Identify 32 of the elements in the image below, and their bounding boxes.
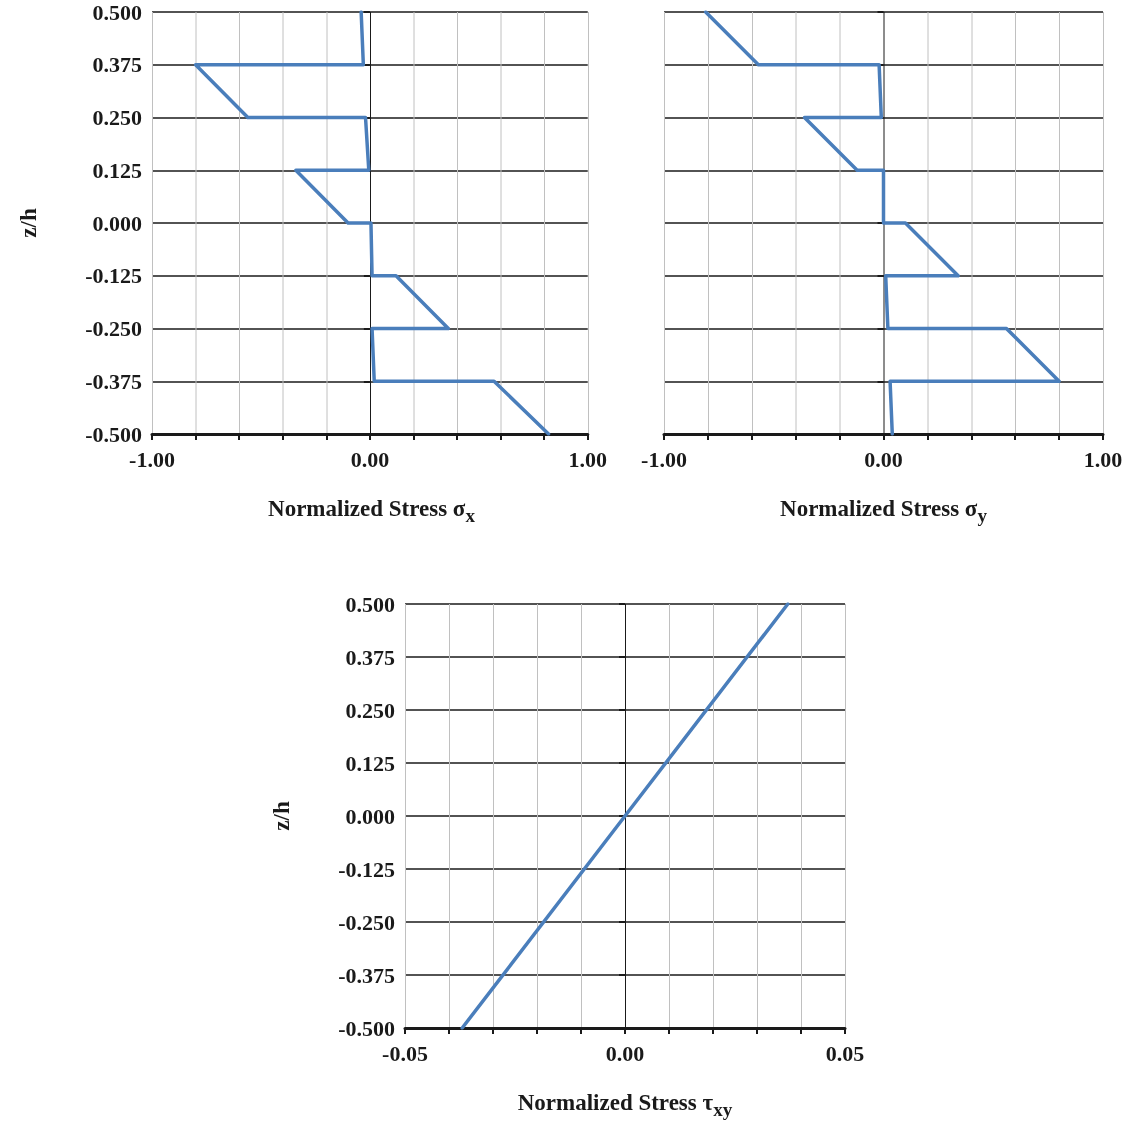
y-tick-label: 0.250 — [345, 697, 395, 723]
x-tick-label: 1.00 — [1083, 446, 1123, 472]
y-tick-label: -0.125 — [85, 263, 142, 289]
x-tick-label: 0.00 — [605, 1040, 645, 1066]
y-tick-label: -0.250 — [338, 909, 395, 935]
x-tick-label: 0.05 — [825, 1040, 865, 1066]
y-tick-label: -0.375 — [338, 962, 395, 988]
y-tick-label: 0.125 — [92, 157, 142, 183]
x-tick-label: -1.00 — [129, 446, 175, 472]
y-tick-label: 0.125 — [345, 750, 395, 776]
y-axis-title: z/h — [269, 801, 294, 831]
y-tick-label: 0.000 — [92, 210, 142, 236]
y-tick-label: -0.250 — [85, 316, 142, 341]
y-tick-label: -0.125 — [338, 856, 395, 882]
y-tick-label: 0.375 — [92, 52, 142, 78]
y-tick-label: -0.375 — [85, 368, 142, 394]
y-tick-label: 0.375 — [345, 644, 395, 670]
x-axis-title: Normalized Stress σ$_{x}$ — [267, 496, 476, 527]
y-tick-label: -0.500 — [338, 1015, 395, 1041]
x-axis-title: Normalized Stress σ$_{y}$ — [779, 496, 988, 527]
y-tick-label: 0.000 — [345, 803, 395, 829]
y-tick-label: 0.500 — [345, 591, 395, 617]
y-tick-label: 0.500 — [92, 0, 142, 25]
x-tick-label: -0.05 — [382, 1040, 428, 1066]
x-tick-label: 0.00 — [350, 446, 390, 472]
x-tick-label: 1.00 — [568, 446, 607, 472]
y-tick-label: -0.500 — [85, 421, 142, 447]
x-tick-label: 0.00 — [864, 446, 903, 472]
x-axis-title: Normalized Stress τ$_{xy}$ — [516, 1090, 734, 1121]
y-axis-title: z/h — [16, 208, 41, 238]
y-tick-label: 0.250 — [92, 105, 142, 130]
x-tick-label: -1.00 — [641, 446, 687, 472]
